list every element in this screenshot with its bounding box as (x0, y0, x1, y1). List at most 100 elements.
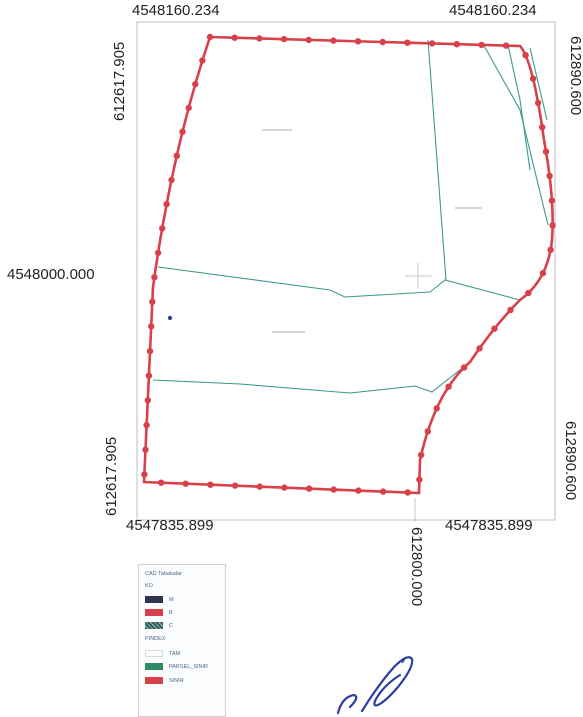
boundary-vertex (192, 80, 199, 88)
boundary-vertex (460, 364, 468, 371)
legend-title-text: CAD Tabakalar (145, 571, 182, 577)
boundary-vertex (547, 246, 554, 253)
legend-title: CAD Tabakalar (145, 571, 182, 577)
boundary-vertex (256, 35, 263, 42)
parcel-line-vertical (427, 39, 447, 281)
parcel-lines (152, 39, 549, 394)
boundary-vertex (539, 270, 547, 277)
legend-swatch-parsel-sinir (145, 663, 163, 670)
coord-top-left: 4548160.234 (132, 2, 220, 19)
parcel-line-diag-3 (529, 47, 548, 121)
boundary-vertex (522, 52, 529, 59)
boundary-vertex (417, 451, 425, 459)
boundary-vertex (525, 289, 532, 297)
legend-item-c: C (145, 622, 173, 629)
parcel-line-lower (152, 361, 471, 394)
legend-group2-title-text: PINDEX (145, 636, 166, 642)
boundary-vertex (379, 488, 387, 495)
coord-right-top-vertical: 612890.600 (567, 36, 583, 116)
boundary-vertex (148, 323, 155, 330)
coord-left-bottom-vertical: 612617.905 (103, 436, 120, 516)
parcel-line-diag-2 (507, 44, 531, 171)
boundary-vertex (142, 446, 149, 453)
coord-bottom-right: 4547835.899 (445, 517, 533, 534)
boundary-vertex (231, 34, 238, 41)
parcel-line-upper (157, 266, 521, 301)
boundary-vertex (476, 345, 483, 352)
legend-group1-title: KO (145, 583, 153, 589)
faint-parcel-labels (262, 129, 482, 333)
boundary-vertex (159, 225, 166, 232)
legend-item-sinir: SINIR (145, 677, 184, 684)
map-frame (136, 21, 556, 521)
boundary-vertex (549, 222, 556, 229)
boundary-vertex (141, 471, 148, 478)
boundary-vertex (305, 36, 312, 44)
boundary-vertex (207, 481, 214, 488)
boundary-vertex (379, 38, 386, 46)
legend-swatch-c (145, 622, 163, 629)
boundary-vertex (280, 35, 288, 43)
boundary-vertex (231, 482, 239, 489)
boundary-vertex (539, 124, 546, 131)
coord-top-right: 4548160.234 (449, 2, 537, 19)
boundary-vertex (185, 104, 192, 112)
boundary-vertex (305, 485, 313, 492)
boundary-vertex (354, 38, 362, 45)
legend-label-c: C (169, 622, 173, 629)
coord-bottom-left: 4547835.899 (126, 517, 214, 534)
boundary-vertex (491, 325, 498, 332)
boundary-vertex (416, 476, 423, 483)
boundary-vertex (151, 274, 158, 281)
legend-group2-title: PINDEX (145, 636, 165, 642)
boundary-vertex (154, 249, 162, 256)
boundary-vertex (404, 489, 411, 496)
parcel-line-diag-1 (481, 41, 549, 226)
boundary-vertex (424, 428, 431, 435)
boundary-vertex (355, 487, 362, 494)
boundary-vertex (453, 41, 460, 48)
legend-label-sinir: SINIR (169, 677, 184, 684)
boundary-vertex (179, 128, 186, 135)
boundary-vertex (182, 480, 189, 487)
boundary-vertex (157, 479, 165, 486)
boundary-vertex (502, 42, 510, 49)
boundary-vertex (404, 39, 411, 46)
boundary-vertex (173, 152, 180, 159)
legend-swatch-b (145, 609, 163, 616)
boundary-vertex (199, 57, 206, 64)
boundary-vertex (330, 486, 337, 493)
boundary-vertex (149, 298, 156, 305)
legend-item-tam: TAM (145, 650, 180, 657)
legend-label-b: B (169, 609, 173, 616)
boundary-vertex (145, 372, 153, 379)
boundary-vertex (507, 306, 514, 314)
boundary-vertex (144, 397, 151, 404)
legend-label-parsel-sinir: PARSEL_SINIR (169, 663, 209, 670)
boundary-vertex (433, 405, 440, 412)
signature (336, 656, 414, 715)
parcel-boundary (142, 35, 554, 495)
boundary-vertex (163, 201, 170, 208)
legend-label-m: M (169, 596, 174, 603)
boundary-vertex (256, 483, 263, 490)
boundary-vertex (281, 484, 288, 491)
boundary-vertex (546, 172, 553, 180)
legend-swatch-tam (145, 650, 163, 657)
legend-label-tam: TAM (169, 650, 181, 657)
boundary-vertex (146, 347, 154, 355)
point-marker (167, 315, 173, 321)
boundary-vertex (143, 421, 150, 429)
legend-swatch-sinir (145, 677, 163, 684)
crosshair-mark (405, 263, 432, 289)
legend-item-b: B (145, 609, 173, 616)
legend-item-parsel-sinir: PARSEL_SINIR (145, 663, 208, 670)
boundary-vertex (542, 148, 550, 155)
map-legend: CAD Tabakalar KO M B C PINDEX TAM PARSEL… (138, 564, 226, 717)
boundary-vertex (534, 99, 542, 107)
coord-left-top-vertical: 612617.905 (111, 41, 128, 121)
coord-right-bottom-vertical: 612890.600 (562, 421, 579, 501)
boundary-vertex (529, 75, 537, 82)
